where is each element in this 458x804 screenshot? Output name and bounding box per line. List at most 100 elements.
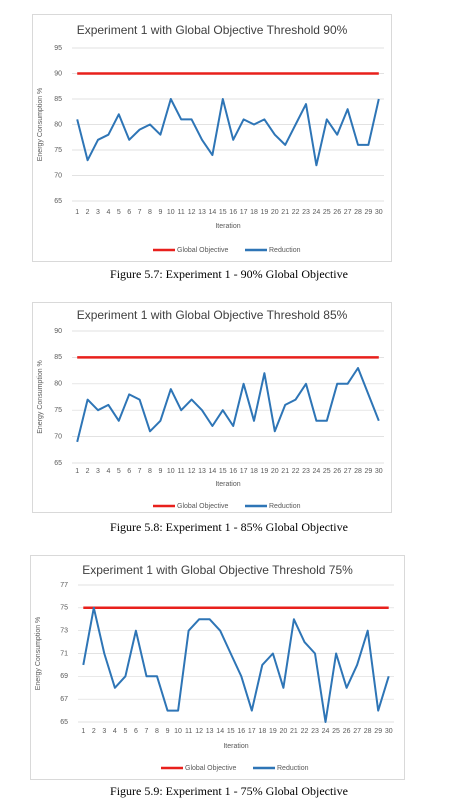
figure-caption: Figure 5.7: Experiment 1 - 90% Global Ob…	[110, 267, 348, 281]
x-tick-label: 30	[375, 468, 383, 475]
x-tick-label: 2	[92, 728, 96, 735]
x-tick-label: 4	[113, 728, 117, 735]
x-tick-label: 28	[354, 209, 362, 216]
x-tick-label: 15	[219, 209, 227, 216]
x-tick-label: 7	[145, 728, 149, 735]
legend-label: Reduction	[269, 503, 301, 510]
x-axis-label: Iteration	[215, 223, 240, 230]
x-tick-label: 18	[258, 728, 266, 735]
x-tick-label: 25	[323, 468, 331, 475]
x-tick-label: 8	[148, 468, 152, 475]
x-tick-label: 1	[81, 728, 85, 735]
x-tick-label: 9	[158, 468, 162, 475]
y-tick-label: 75	[54, 147, 62, 154]
series-line	[82, 606, 390, 723]
y-tick-label: 75	[54, 407, 62, 414]
x-tick-label: 5	[117, 468, 121, 475]
x-tick-label: 27	[344, 209, 352, 216]
y-tick-label: 67	[60, 696, 68, 703]
x-tick-label: 19	[269, 728, 277, 735]
x-tick-label: 19	[261, 209, 269, 216]
x-tick-label: 21	[281, 209, 289, 216]
y-tick-label: 65	[54, 460, 62, 467]
x-tick-label: 4	[106, 468, 110, 475]
x-tick-label: 28	[354, 468, 362, 475]
x-tick-label: 10	[167, 209, 175, 216]
y-tick-label: 95	[54, 45, 62, 52]
x-tick-label: 26	[343, 728, 351, 735]
chart-title: Experiment 1 with Global Objective Thres…	[82, 563, 353, 577]
chart-frame	[32, 14, 392, 262]
legend-label: Global Objective	[177, 503, 228, 510]
x-tick-label: 4	[106, 209, 110, 216]
y-tick-label: 65	[54, 198, 62, 205]
x-tick-label: 24	[322, 728, 330, 735]
x-tick-label: 29	[365, 468, 373, 475]
y-axis-label: Energy Consumption %	[37, 360, 44, 434]
x-tick-label: 10	[167, 468, 175, 475]
x-tick-label: 26	[333, 209, 341, 216]
x-tick-label: 11	[185, 728, 192, 735]
legend-label: Reduction	[269, 247, 301, 254]
series-line	[76, 367, 380, 443]
x-tick-label: 20	[271, 209, 279, 216]
y-tick-label: 69	[60, 673, 68, 680]
x-tick-label: 13	[198, 209, 206, 216]
x-tick-label: 1	[75, 468, 79, 475]
y-tick-label: 80	[54, 121, 62, 128]
x-tick-label: 30	[375, 209, 383, 216]
series-line	[76, 98, 380, 167]
x-tick-label: 19	[261, 468, 269, 475]
chart-title: Experiment 1 with Global Objective Thres…	[77, 308, 348, 322]
legend-label: Global Objective	[185, 765, 236, 772]
x-tick-label: 22	[301, 728, 309, 735]
x-tick-label: 30	[385, 728, 393, 735]
legend-label: Global Objective	[177, 247, 228, 254]
x-tick-label: 5	[117, 209, 121, 216]
y-tick-label: 70	[54, 172, 62, 179]
x-tick-label: 28	[364, 728, 372, 735]
x-tick-label: 3	[96, 468, 100, 475]
x-tick-label: 7	[138, 209, 142, 216]
x-tick-label: 12	[195, 728, 203, 735]
x-tick-label: 15	[219, 468, 227, 475]
x-tick-label: 20	[280, 728, 288, 735]
x-tick-label: 24	[313, 209, 321, 216]
x-tick-label: 23	[302, 468, 310, 475]
x-tick-label: 1	[75, 209, 79, 216]
chart-frame	[30, 555, 405, 780]
x-tick-label: 22	[292, 468, 300, 475]
x-tick-label: 9	[158, 209, 162, 216]
x-tick-label: 13	[198, 468, 206, 475]
x-tick-label: 16	[229, 468, 237, 475]
x-tick-label: 25	[332, 728, 340, 735]
x-tick-label: 6	[127, 209, 131, 216]
x-tick-label: 17	[240, 209, 248, 216]
chart-title: Experiment 1 with Global Objective Thres…	[77, 23, 348, 37]
y-tick-label: 90	[54, 70, 62, 77]
y-tick-label: 70	[54, 433, 62, 440]
y-tick-label: 80	[54, 381, 62, 388]
x-tick-label: 25	[323, 209, 331, 216]
x-axis-label: Iteration	[223, 743, 248, 750]
x-tick-label: 9	[166, 728, 170, 735]
legend-label: Reduction	[277, 765, 309, 772]
x-tick-label: 27	[344, 468, 352, 475]
x-tick-label: 11	[178, 209, 185, 216]
y-tick-label: 65	[60, 719, 68, 726]
x-tick-label: 14	[209, 209, 217, 216]
x-tick-label: 11	[178, 468, 185, 475]
x-tick-label: 23	[302, 209, 310, 216]
x-tick-label: 26	[333, 468, 341, 475]
y-tick-label: 73	[60, 628, 68, 635]
figure-caption: Figure 5.9: Experiment 1 - 75% Global Ob…	[110, 784, 348, 798]
x-tick-label: 6	[134, 728, 138, 735]
x-tick-label: 3	[102, 728, 106, 735]
y-tick-label: 85	[54, 354, 62, 361]
chart: Experiment 1 with Global Objective Thres…	[32, 302, 392, 513]
x-tick-label: 23	[311, 728, 319, 735]
y-tick-label: 90	[54, 328, 62, 335]
x-tick-label: 12	[188, 468, 196, 475]
x-tick-label: 22	[292, 209, 300, 216]
